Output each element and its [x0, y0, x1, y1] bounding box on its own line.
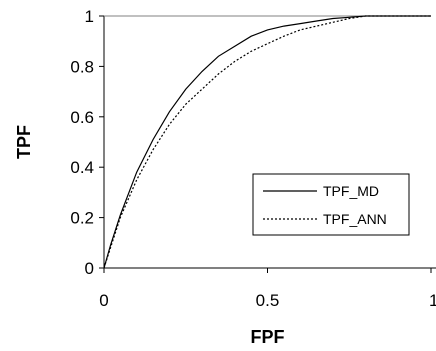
y-tick-label: 0.4 — [70, 158, 94, 177]
y-axis-ticks: 0 0.2 0.4 0.6 0.8 1 — [70, 7, 104, 278]
x-tick-label: 0 — [99, 291, 108, 310]
series-line-tpf-md — [103, 15, 431, 269]
series-lines — [103, 15, 431, 269]
legend-label-tpf-ann: TPF_ANN — [323, 211, 387, 227]
y-tick-label: 0.8 — [70, 57, 94, 76]
y-tick-label: 0 — [85, 259, 94, 278]
y-tick-label: 1 — [85, 7, 94, 26]
x-tick-label: 0.5 — [256, 291, 280, 310]
legend-box — [252, 173, 410, 236]
x-tick-label: 1 — [429, 291, 436, 310]
x-axis-ticks: 0 0.5 1 — [99, 268, 436, 310]
y-tick-label: 0.2 — [70, 209, 94, 228]
y-axis-title: TPF — [14, 125, 34, 159]
x-axis-title: FPF — [251, 327, 285, 347]
legend: TPF_MD TPF_ANN — [252, 173, 410, 236]
y-tick-label: 0.6 — [70, 108, 94, 127]
series-line-tpf-ann — [103, 15, 431, 269]
legend-label-tpf-md: TPF_MD — [323, 183, 379, 199]
